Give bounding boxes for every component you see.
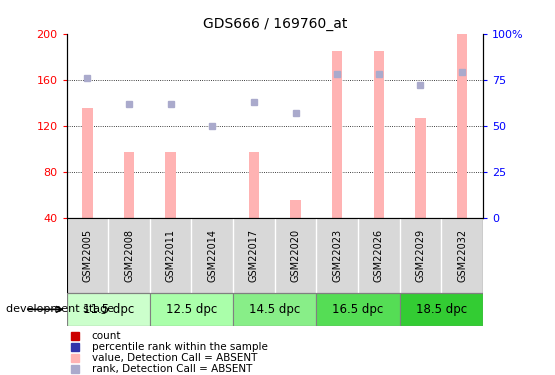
Text: count: count xyxy=(92,331,121,340)
Bar xyxy=(400,292,483,326)
Bar xyxy=(165,152,176,217)
Text: GSM22023: GSM22023 xyxy=(332,228,342,282)
Text: GSM22005: GSM22005 xyxy=(82,228,93,282)
Text: 11.5 dpc: 11.5 dpc xyxy=(83,303,134,316)
Bar xyxy=(233,292,316,326)
Bar xyxy=(124,152,134,217)
Bar xyxy=(316,292,400,326)
Text: GSM22032: GSM22032 xyxy=(457,228,467,282)
Text: GSM22026: GSM22026 xyxy=(374,228,384,282)
Text: 16.5 dpc: 16.5 dpc xyxy=(332,303,384,316)
Title: GDS666 / 169760_at: GDS666 / 169760_at xyxy=(203,17,347,32)
Bar xyxy=(332,51,342,217)
Text: GSM22029: GSM22029 xyxy=(415,228,426,282)
Bar xyxy=(249,152,259,217)
Bar xyxy=(457,34,467,218)
Text: GSM22020: GSM22020 xyxy=(290,228,301,282)
Text: value, Detection Call = ABSENT: value, Detection Call = ABSENT xyxy=(92,353,257,363)
Text: percentile rank within the sample: percentile rank within the sample xyxy=(92,342,268,352)
Text: 14.5 dpc: 14.5 dpc xyxy=(249,303,300,316)
Bar xyxy=(415,118,426,218)
Text: GSM22017: GSM22017 xyxy=(249,228,259,282)
Text: GSM22014: GSM22014 xyxy=(207,228,218,282)
Text: development stage: development stage xyxy=(6,304,114,314)
Bar xyxy=(290,200,301,217)
Text: 18.5 dpc: 18.5 dpc xyxy=(416,303,467,316)
Text: GSM22008: GSM22008 xyxy=(124,228,134,282)
Bar xyxy=(150,292,233,326)
Bar xyxy=(82,108,93,217)
Bar xyxy=(374,51,384,217)
Bar xyxy=(67,292,150,326)
Text: 12.5 dpc: 12.5 dpc xyxy=(166,303,217,316)
Text: GSM22011: GSM22011 xyxy=(165,228,176,282)
Text: rank, Detection Call = ABSENT: rank, Detection Call = ABSENT xyxy=(92,364,252,374)
